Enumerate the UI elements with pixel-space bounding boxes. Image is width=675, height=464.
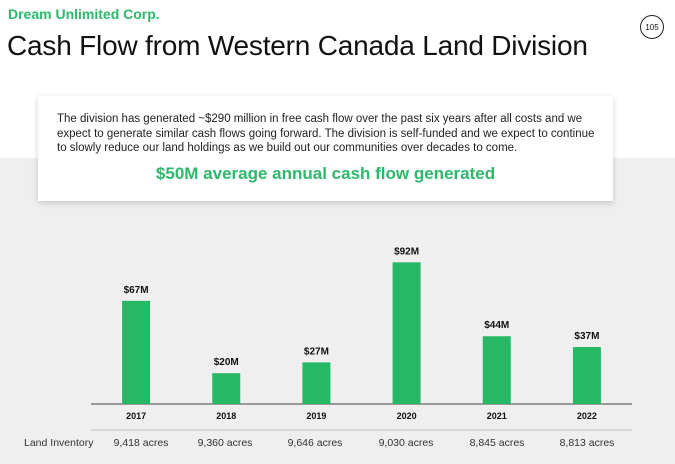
bar-value-label-2019: $27M: [304, 346, 329, 357]
inventory-value-2017: 9,418 acres: [113, 437, 169, 449]
x-tick-label-2022: 2022: [577, 411, 597, 421]
inventory-value-2018: 9,360 acres: [197, 437, 253, 449]
inventory-value-2022: 8,813 acres: [559, 437, 615, 449]
inventory-value-2020: 9,030 acres: [378, 437, 434, 449]
bar-2022: [572, 347, 601, 404]
company-name: Dream Unlimited Corp.: [8, 6, 160, 22]
x-tick-label-2021: 2021: [487, 411, 507, 421]
summary-callout: The division has generated ~$290 million…: [38, 96, 613, 201]
page-number-badge: 105: [640, 15, 664, 39]
chart-background-band: [0, 158, 675, 464]
land-inventory-row: Land Inventory 9,418 acres 9,360 acres 9…: [0, 437, 675, 453]
bar-value-label-2022: $37M: [574, 331, 599, 342]
bar-2020: [392, 262, 421, 404]
bar-2018: [212, 373, 241, 404]
x-tick-label-2019: 2019: [306, 411, 326, 421]
bar-value-label-2018: $20M: [214, 357, 239, 368]
x-tick-label-2018: 2018: [216, 411, 236, 421]
bar-value-label-2021: $44M: [484, 320, 509, 331]
bar-value-label-2020: $92M: [394, 246, 419, 257]
bar-2017: [122, 300, 151, 404]
bar-2021: [482, 336, 511, 404]
bar-value-label-2017: $67M: [124, 285, 149, 296]
bar-2019: [302, 362, 331, 404]
callout-highlight: $50M average annual cash flow generated: [155, 164, 496, 183]
land-inventory-label: Land Inventory: [24, 437, 94, 449]
callout-text: The division has generated ~$290 million…: [57, 113, 595, 154]
inventory-value-2021: 8,845 acres: [469, 437, 525, 449]
inventory-value-2019: 9,646 acres: [287, 437, 343, 449]
x-tick-label-2017: 2017: [126, 411, 146, 421]
x-tick-label-2020: 2020: [397, 411, 417, 421]
page-title: Cash Flow from Western Canada Land Divis…: [7, 30, 588, 61]
